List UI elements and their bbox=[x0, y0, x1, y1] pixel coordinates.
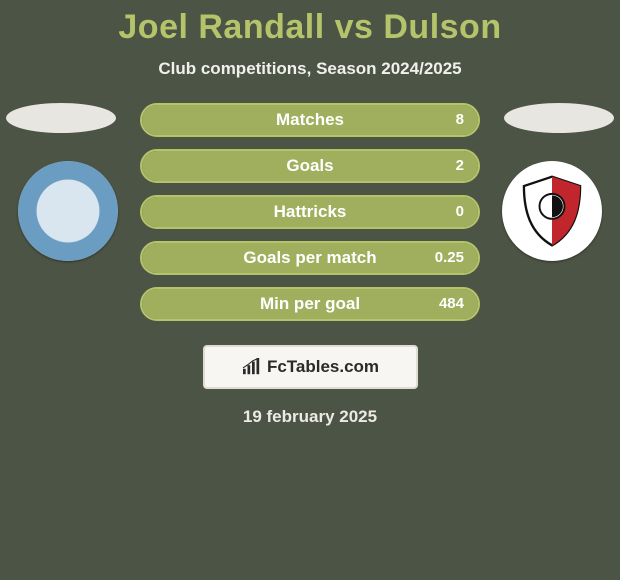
player-slot-left bbox=[6, 103, 116, 133]
stat-bar: Goals per match0.25 bbox=[140, 241, 480, 275]
page-title: Joel Randall vs Dulson bbox=[0, 0, 620, 47]
stat-bar: Goals2 bbox=[140, 149, 480, 183]
stat-label: Goals per match bbox=[142, 243, 478, 273]
stat-value-right: 484 bbox=[439, 289, 464, 319]
stat-bar: Hattricks0 bbox=[140, 195, 480, 229]
bar-chart-icon bbox=[241, 358, 263, 376]
stat-value-right: 0.25 bbox=[435, 243, 464, 273]
fctables-logo[interactable]: FcTables.com bbox=[203, 345, 418, 389]
stat-value-right: 8 bbox=[456, 105, 464, 135]
stat-bar: Min per goal484 bbox=[140, 287, 480, 321]
stat-value-right: 0 bbox=[456, 197, 464, 227]
shield-icon bbox=[513, 172, 591, 250]
stat-label: Goals bbox=[142, 151, 478, 181]
comparison-panel: Matches8Goals2Hattricks0Goals per match0… bbox=[0, 103, 620, 333]
stat-bars: Matches8Goals2Hattricks0Goals per match0… bbox=[140, 103, 480, 333]
player-slot-right bbox=[504, 103, 614, 133]
comparison-date: 19 february 2025 bbox=[0, 407, 620, 427]
club-badge-left bbox=[18, 161, 118, 261]
stat-label: Hattricks bbox=[142, 197, 478, 227]
stat-label: Matches bbox=[142, 105, 478, 135]
stat-value-right: 2 bbox=[456, 151, 464, 181]
fctables-logo-text: FcTables.com bbox=[267, 357, 379, 377]
stat-bar: Matches8 bbox=[140, 103, 480, 137]
page-subtitle: Club competitions, Season 2024/2025 bbox=[0, 59, 620, 79]
club-badge-right bbox=[502, 161, 602, 261]
stat-label: Min per goal bbox=[142, 289, 478, 319]
